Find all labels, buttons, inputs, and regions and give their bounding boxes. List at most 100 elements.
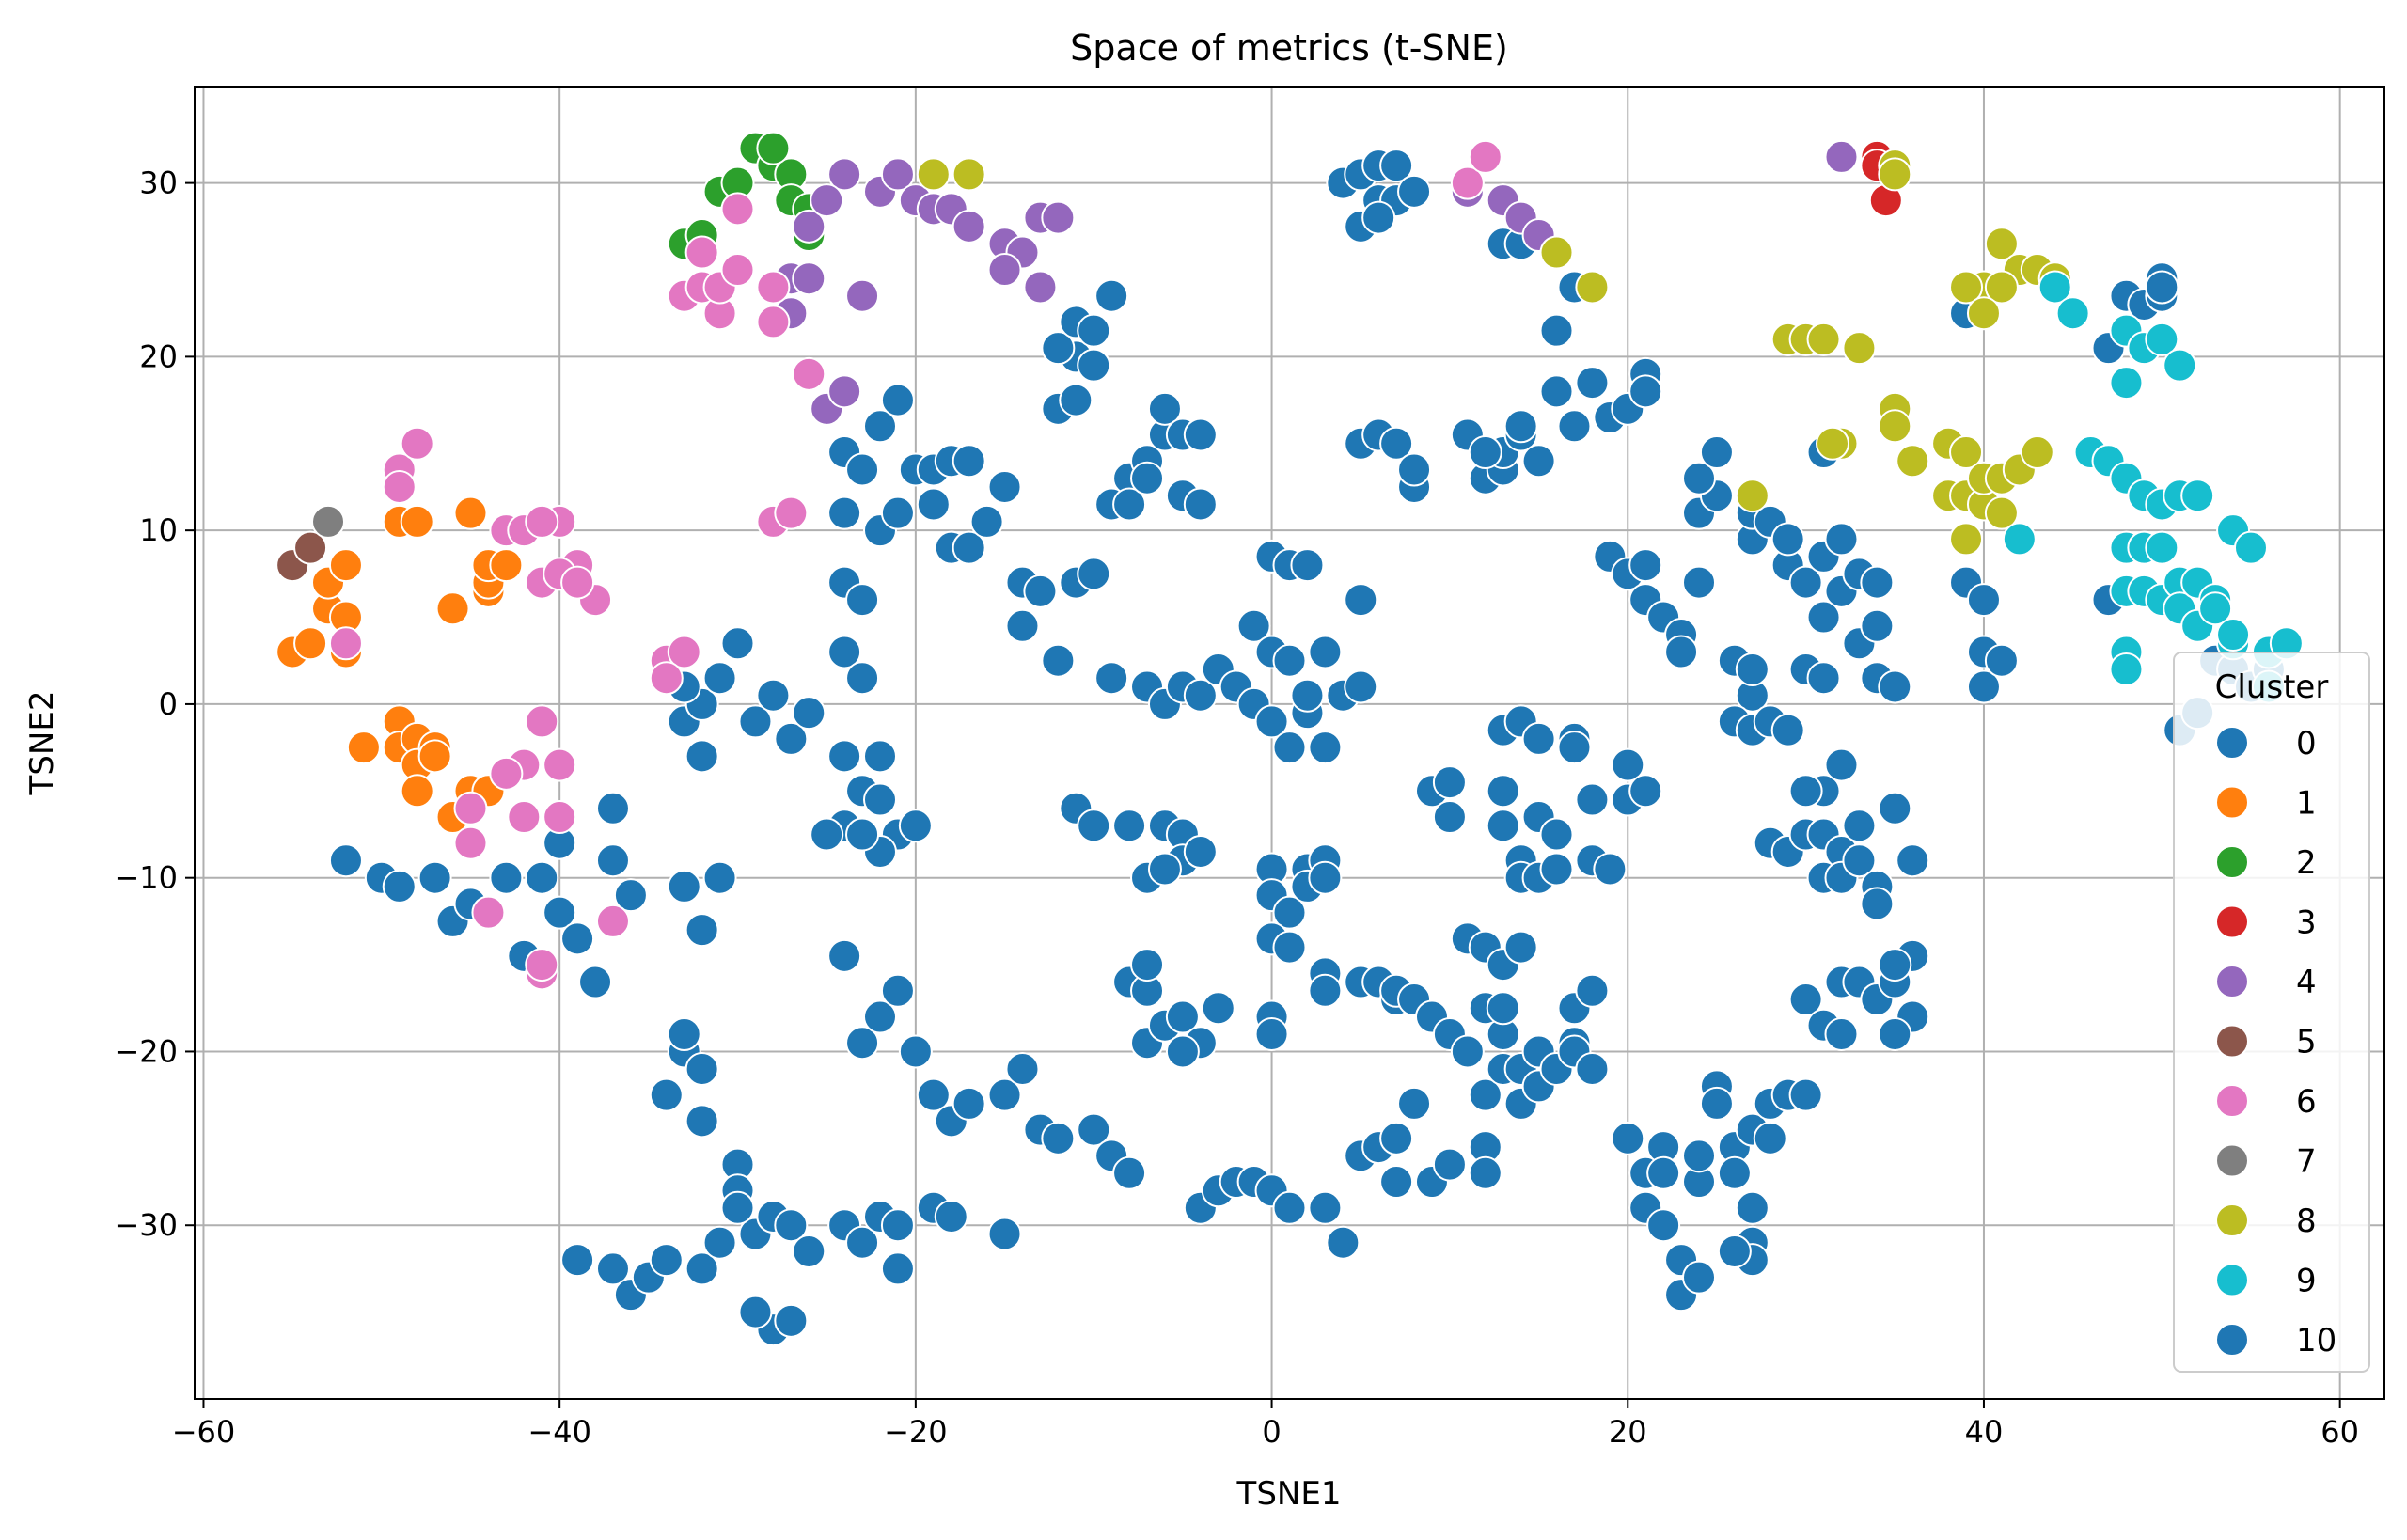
legend-box	[2173, 652, 2370, 1373]
data-point	[1539, 374, 1574, 409]
data-point	[1041, 1121, 1076, 1155]
data-point	[1878, 157, 1912, 192]
series-cluster-8	[916, 149, 2072, 557]
data-point	[667, 869, 701, 904]
legend-label: 10	[2296, 1322, 2336, 1359]
data-point	[1699, 1086, 1734, 1121]
data-point	[1272, 1190, 1307, 1225]
legend-marker	[2215, 726, 2249, 760]
data-point	[507, 800, 542, 835]
legend: Cluster 0 1 2 3 4 5 6 7 8 9 10	[2173, 652, 2370, 1373]
data-point	[756, 678, 791, 713]
data-point	[1682, 1139, 1717, 1173]
data-point	[862, 999, 897, 1034]
data-point	[898, 1034, 933, 1069]
data-point	[1130, 948, 1165, 982]
data-point	[880, 1208, 915, 1243]
legend-label: 3	[2296, 904, 2317, 942]
data-point	[1147, 391, 1182, 426]
data-point	[328, 626, 363, 661]
data-point	[1646, 1208, 1681, 1243]
x-tick-label: 20	[1609, 1414, 1647, 1450]
series-cluster-9	[2002, 270, 2304, 704]
data-point	[1806, 600, 1841, 635]
data-point	[1860, 608, 1895, 643]
data-point	[1824, 747, 1859, 782]
data-point	[1486, 809, 1520, 843]
y-tick-label: 0	[159, 686, 178, 722]
data-point	[2145, 530, 2179, 565]
data-point	[1878, 409, 1912, 444]
data-point	[1041, 200, 1076, 235]
data-point	[1842, 331, 1877, 366]
legend-marker	[2215, 785, 2249, 820]
data-point	[525, 704, 559, 739]
data-point	[525, 948, 559, 982]
legend-label: 9	[2296, 1263, 2317, 1300]
data-point	[1397, 174, 1432, 209]
legend-marker	[2215, 1323, 2249, 1357]
data-point	[1539, 313, 1574, 348]
data-point	[293, 626, 328, 661]
data-point	[525, 860, 559, 895]
data-point	[987, 253, 1022, 288]
data-point	[1344, 583, 1378, 618]
legend-marker	[2215, 904, 2249, 939]
data-point	[774, 721, 809, 756]
data-point	[1308, 973, 1343, 1008]
data-point	[827, 739, 862, 774]
series-cluster-5	[275, 530, 328, 583]
data-point	[1770, 713, 1805, 747]
data-point	[702, 1225, 737, 1260]
data-point	[1326, 1225, 1361, 1260]
data-point	[1878, 791, 1912, 825]
data-point	[1290, 678, 1325, 713]
data-point	[1094, 661, 1129, 696]
data-point	[1397, 452, 1432, 487]
x-tick-label: 0	[1262, 1414, 1281, 1450]
data-point	[720, 626, 755, 661]
data-point	[1468, 1155, 1502, 1190]
data-point	[595, 904, 630, 938]
data-point	[1966, 669, 2001, 704]
legend-marker	[2215, 1203, 2249, 1237]
data-point	[845, 1225, 880, 1260]
data-point	[1379, 1121, 1414, 1155]
data-point	[952, 209, 986, 244]
data-point	[969, 504, 1004, 539]
data-point	[560, 565, 595, 600]
data-point	[684, 1104, 719, 1139]
data-point	[862, 782, 897, 817]
data-point	[738, 1295, 773, 1329]
data-point	[827, 157, 862, 192]
data-point	[1788, 982, 1823, 1017]
data-point	[1717, 1234, 1752, 1268]
data-point	[2109, 366, 2144, 401]
data-point	[792, 696, 826, 731]
legend-marker	[2215, 1143, 2249, 1178]
data-point	[827, 374, 862, 409]
data-point	[1682, 461, 1717, 495]
data-point	[1860, 565, 1895, 600]
data-point	[1308, 860, 1343, 895]
data-point	[1432, 1147, 1467, 1182]
data-point	[1611, 747, 1645, 782]
x-tick-label: −60	[172, 1414, 236, 1450]
data-point	[1557, 731, 1592, 765]
data-point	[1432, 800, 1467, 835]
data-point	[1896, 444, 1930, 479]
data-point	[1236, 608, 1271, 643]
data-point	[1308, 731, 1343, 765]
data-point	[1788, 774, 1823, 809]
data-point	[560, 921, 595, 956]
x-tick-label: 40	[1965, 1414, 2004, 1450]
data-point	[1290, 548, 1325, 583]
data-point	[453, 791, 488, 825]
data-point	[952, 444, 986, 479]
data-point	[1646, 1155, 1681, 1190]
data-point	[916, 487, 951, 522]
data-point	[792, 209, 826, 244]
data-point	[1379, 149, 1414, 183]
data-point	[1201, 991, 1235, 1026]
data-point	[880, 1251, 915, 1286]
